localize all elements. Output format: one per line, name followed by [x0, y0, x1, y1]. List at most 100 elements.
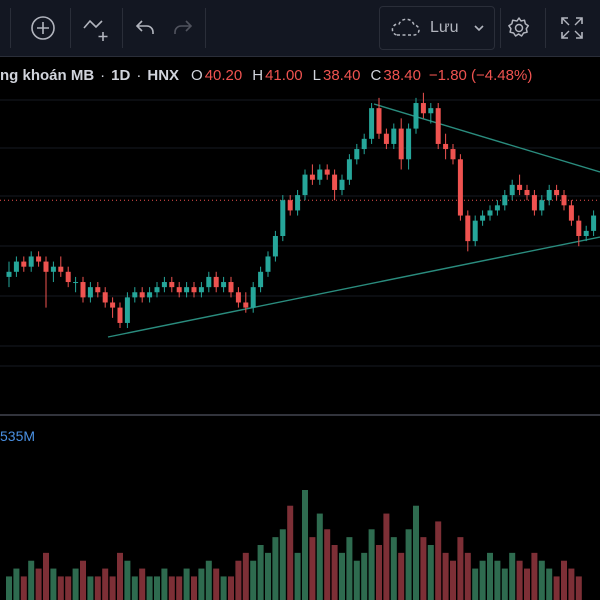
candle-body	[539, 200, 545, 211]
candle-body	[346, 159, 352, 180]
volume-bar	[50, 568, 57, 600]
candle-body	[457, 159, 463, 216]
chart-area[interactable]	[0, 57, 600, 600]
candle-body	[243, 302, 249, 308]
volume-bar	[553, 576, 560, 600]
volume-bar	[420, 537, 427, 600]
fullscreen-button[interactable]	[554, 10, 590, 46]
volume-bar	[287, 505, 294, 600]
candle-body	[235, 292, 241, 303]
volume-bar	[65, 576, 72, 600]
candle-body	[443, 143, 449, 150]
volume-bar	[191, 576, 197, 600]
candle-body	[213, 276, 219, 288]
undo-button[interactable]	[127, 10, 163, 46]
candle-body	[576, 220, 582, 236]
volume-bar	[72, 568, 79, 600]
candle-body	[302, 174, 308, 196]
candle-body	[65, 271, 71, 283]
candle-body	[147, 292, 153, 298]
volume-bar	[561, 560, 567, 600]
close-value: 38.40	[383, 67, 421, 84]
volume-bar	[213, 568, 220, 600]
volume-bar	[272, 537, 279, 600]
candle-body	[465, 215, 471, 242]
volume-bar	[457, 537, 464, 600]
candle-body	[420, 103, 426, 114]
volume-bar	[139, 568, 146, 600]
volume-bar	[294, 552, 301, 600]
candle-body	[383, 133, 389, 144]
candle-body	[591, 215, 597, 231]
candle-body	[124, 297, 130, 323]
volume-bar	[390, 537, 397, 600]
volume-bar	[205, 560, 212, 600]
volume-bar	[324, 529, 331, 600]
candle-body	[361, 138, 367, 150]
volume-bar	[479, 560, 486, 600]
candle-body	[43, 261, 49, 272]
volume-bar	[353, 560, 360, 600]
save-button[interactable]: Lưu	[379, 6, 495, 50]
candle-body	[435, 108, 441, 144]
high-value: 41.00	[265, 67, 303, 84]
toolbar-separator	[500, 8, 501, 48]
volume-bar	[43, 552, 49, 600]
save-options-dropdown[interactable]	[466, 10, 492, 46]
candle-body	[13, 261, 19, 272]
candle-body	[198, 287, 204, 293]
volume-bar	[257, 545, 264, 600]
candle-body	[228, 282, 234, 293]
volume-bar	[331, 545, 338, 600]
redo-icon	[174, 20, 193, 34]
candle-body	[324, 169, 330, 175]
volume-bar	[302, 490, 308, 600]
volume-bar	[279, 529, 286, 600]
toolbar-separator	[545, 8, 546, 48]
candle-body	[87, 287, 93, 298]
candle-body	[221, 282, 227, 288]
volume-bar	[80, 560, 86, 600]
candle-body	[250, 287, 256, 308]
candle-body	[524, 189, 530, 196]
candle-body	[110, 302, 116, 308]
candle-body	[502, 195, 508, 206]
volume-bar	[346, 537, 353, 600]
toolbar-separator	[205, 8, 206, 48]
volume-bar	[168, 576, 175, 600]
candle-body	[287, 200, 293, 211]
candle-body	[332, 174, 338, 190]
candle-body	[413, 103, 419, 129]
volume-bar	[464, 552, 471, 600]
redo-button[interactable]	[165, 10, 201, 46]
candle-body	[191, 287, 197, 293]
candle-body	[568, 205, 574, 221]
volume-bar	[131, 576, 138, 600]
volume-bar	[442, 552, 449, 600]
candle-body	[117, 307, 123, 323]
volume-bar	[35, 568, 42, 600]
volume-bar	[154, 576, 160, 600]
volume-bar	[487, 552, 493, 600]
volume-bar	[198, 568, 205, 600]
volume-bar	[13, 568, 20, 600]
volume-bar	[176, 576, 183, 600]
candlestick-chart[interactable]	[0, 57, 600, 600]
add-indicator-button[interactable]	[25, 10, 61, 46]
volume-bar	[383, 513, 390, 600]
settings-button[interactable]	[501, 10, 537, 46]
candle-body	[554, 189, 560, 196]
candle-body	[531, 195, 537, 211]
compare-button[interactable]	[78, 10, 114, 46]
exchange-label: HNX	[147, 67, 180, 84]
volume-bar	[376, 545, 382, 600]
interval-label: 1D	[111, 67, 131, 84]
volume-bar	[250, 560, 257, 600]
candle-body	[450, 149, 456, 160]
candle-body	[169, 282, 175, 288]
volume-value-label: 535M	[0, 428, 36, 444]
close-key: C	[370, 67, 382, 84]
candle-body	[472, 220, 478, 242]
volume-bar	[538, 560, 545, 600]
candle-body	[517, 184, 523, 190]
